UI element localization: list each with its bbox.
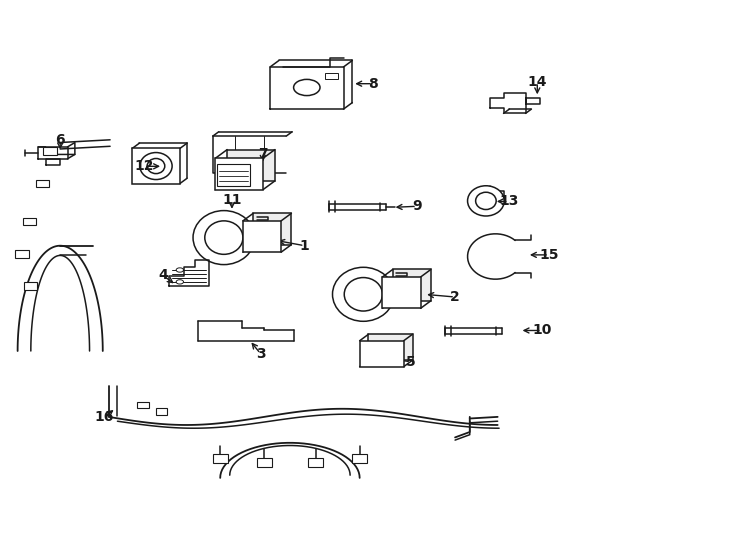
Bar <box>15 250 29 258</box>
Ellipse shape <box>205 221 243 254</box>
Bar <box>24 282 37 290</box>
Bar <box>156 408 167 415</box>
Ellipse shape <box>344 278 382 311</box>
Bar <box>368 334 413 360</box>
Bar <box>137 402 149 408</box>
Bar <box>43 147 57 155</box>
Bar <box>36 180 49 187</box>
Text: 6: 6 <box>55 133 65 147</box>
Bar <box>393 269 431 301</box>
Text: 1: 1 <box>299 239 310 253</box>
Ellipse shape <box>294 79 320 96</box>
Text: 11: 11 <box>222 193 241 207</box>
Bar <box>23 218 36 225</box>
Text: 5: 5 <box>406 355 416 369</box>
Text: 8: 8 <box>368 77 378 91</box>
Ellipse shape <box>176 268 184 272</box>
Ellipse shape <box>468 186 504 216</box>
Bar <box>228 150 275 181</box>
Bar <box>257 458 272 467</box>
Bar <box>382 277 421 308</box>
Ellipse shape <box>147 159 164 174</box>
Text: 9: 9 <box>412 199 422 213</box>
Ellipse shape <box>139 152 172 179</box>
Bar <box>360 341 404 367</box>
Text: 10: 10 <box>532 323 551 338</box>
Ellipse shape <box>193 211 255 265</box>
Ellipse shape <box>333 267 394 321</box>
Text: 7: 7 <box>258 147 268 161</box>
Text: 16: 16 <box>95 410 114 424</box>
Text: 4: 4 <box>158 268 168 282</box>
Bar <box>325 73 338 79</box>
Ellipse shape <box>176 280 184 284</box>
Bar <box>132 148 180 184</box>
Text: 12: 12 <box>134 159 153 173</box>
Bar <box>243 221 281 252</box>
Bar <box>215 158 263 190</box>
Text: 3: 3 <box>255 347 266 361</box>
Bar <box>308 458 323 467</box>
Bar <box>253 213 291 245</box>
Text: 2: 2 <box>450 290 460 304</box>
Text: 13: 13 <box>499 194 518 208</box>
Bar <box>217 164 250 186</box>
Ellipse shape <box>476 192 496 210</box>
Bar <box>352 454 367 463</box>
Text: 14: 14 <box>528 75 547 89</box>
Bar <box>213 454 228 463</box>
Text: 15: 15 <box>539 248 559 262</box>
